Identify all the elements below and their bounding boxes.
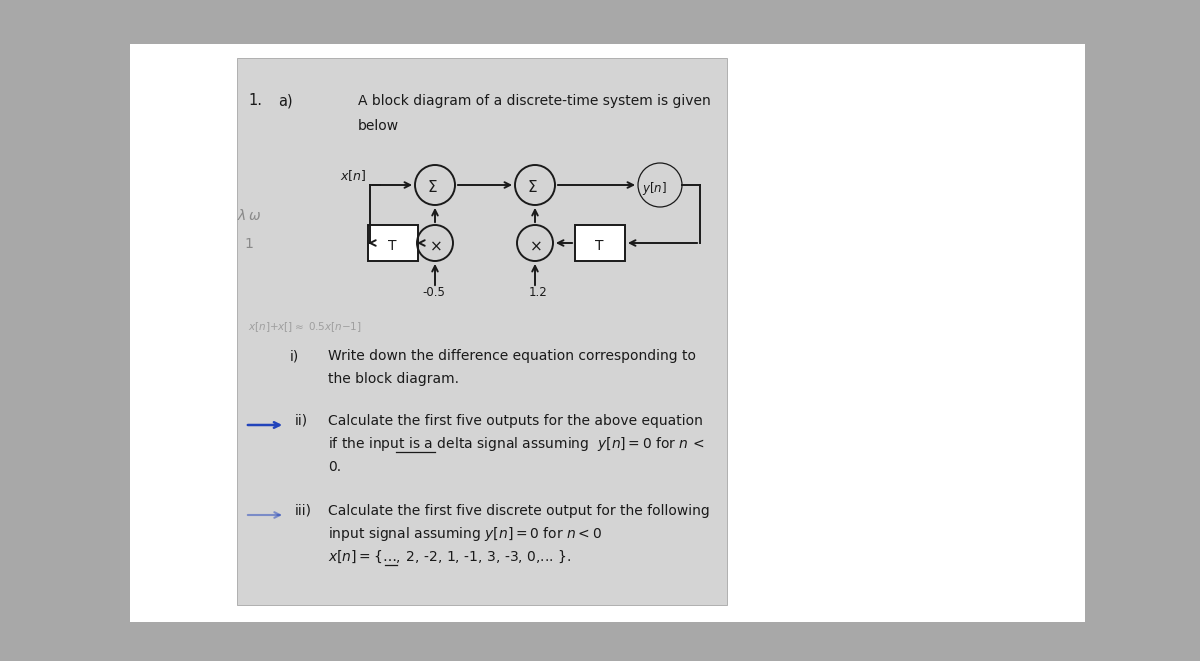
FancyBboxPatch shape	[368, 225, 418, 261]
Text: Calculate the first five discrete output for the following: Calculate the first five discrete output…	[328, 504, 709, 518]
Text: $\Sigma$: $\Sigma$	[427, 179, 438, 195]
Text: Write down the difference equation corresponding to: Write down the difference equation corre…	[328, 349, 696, 363]
FancyBboxPatch shape	[238, 58, 727, 605]
FancyBboxPatch shape	[130, 44, 1085, 622]
Text: below: below	[358, 119, 400, 133]
Text: input signal assuming $y[n] = 0$ for $n < 0$: input signal assuming $y[n] = 0$ for $n …	[328, 525, 602, 543]
Text: 1.: 1.	[248, 93, 262, 108]
Text: $\times$: $\times$	[529, 238, 541, 253]
FancyBboxPatch shape	[575, 225, 625, 261]
Text: Calculate the first five outputs for the above equation: Calculate the first five outputs for the…	[328, 414, 703, 428]
Text: $y[n]$: $y[n]$	[642, 180, 667, 197]
Text: if the input is a delta signal assuming  $y[n] = 0$ for $n$ <: if the input is a delta signal assuming …	[328, 435, 704, 453]
Text: $x[n]$: $x[n]$	[340, 168, 366, 183]
Text: $\times$: $\times$	[430, 238, 442, 253]
Text: a): a)	[278, 93, 293, 108]
Text: the block diagram.: the block diagram.	[328, 372, 458, 386]
Text: A block diagram of a discrete-time system is given: A block diagram of a discrete-time syste…	[358, 94, 710, 108]
Text: -0.5: -0.5	[422, 286, 445, 299]
Text: 1: 1	[244, 237, 253, 251]
Text: T: T	[388, 239, 396, 253]
Text: ii): ii)	[295, 414, 308, 428]
Text: iii): iii)	[295, 504, 312, 518]
Text: i): i)	[290, 349, 299, 363]
Text: T: T	[595, 239, 604, 253]
Text: $x[n] = \{\ldots,\, 2,\, $-2, 1, -1, 3, -3, 0,... }.: $x[n] = \{\ldots,\, 2,\, $-2, 1, -1, 3, …	[328, 549, 571, 565]
Text: $\Sigma$: $\Sigma$	[527, 179, 538, 195]
Text: 1.2: 1.2	[529, 286, 547, 299]
Text: $x[n]{+}x[$]$\approx$ 0.5$x[n{-}1]$: $x[n]{+}x[$]$\approx$ 0.5$x[n{-}1]$	[248, 320, 362, 334]
Text: 0.: 0.	[328, 460, 341, 474]
Text: $\lambda\,\omega$: $\lambda\,\omega$	[238, 208, 262, 223]
